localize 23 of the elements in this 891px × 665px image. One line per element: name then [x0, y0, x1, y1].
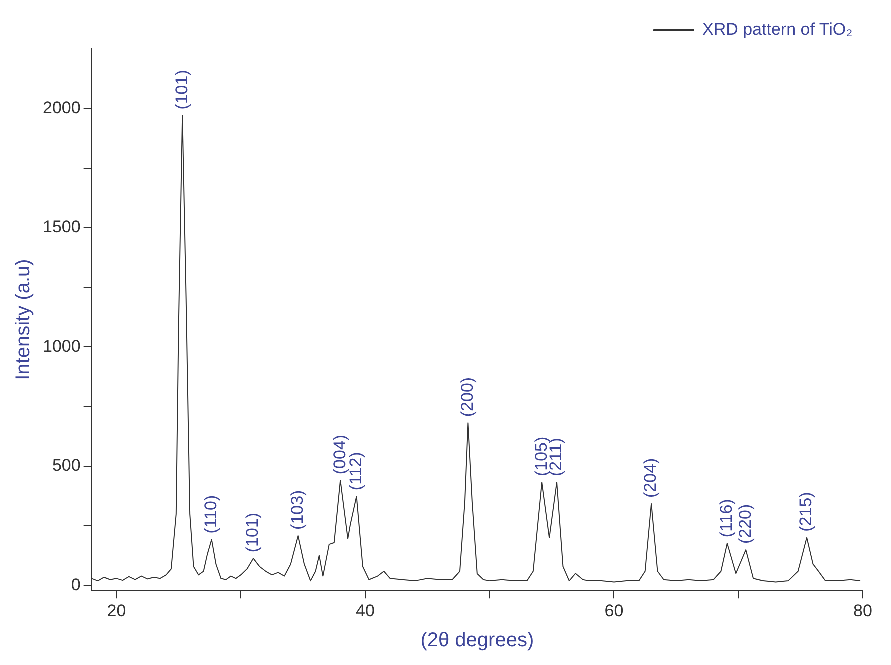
x-tick-label: 20	[107, 601, 126, 620]
legend-label: XRD pattern of TiO₂	[702, 20, 853, 40]
y-tick-label: 1500	[42, 218, 81, 237]
y-axis-title: Intensity (a.u)	[12, 259, 35, 380]
annotation: (204)	[641, 458, 660, 498]
x-axis-title: (2θ degrees)	[420, 630, 534, 652]
annotation: (004)	[330, 434, 350, 475]
x-tick-label: 40	[356, 601, 375, 620]
annotation: (101)	[243, 512, 262, 553]
annotation: (105)	[532, 436, 551, 477]
annotation: (103)	[288, 490, 307, 530]
annotation: (215)	[796, 492, 816, 532]
x-tick-label: 60	[604, 601, 624, 620]
y-tick-label: 500	[52, 456, 81, 476]
annotation: (116)	[717, 499, 736, 538]
y-tick-label: 1000	[42, 336, 81, 356]
y-tick-label: 2000	[42, 98, 81, 118]
x-tick-label: 80	[854, 601, 872, 620]
annotation: (200)	[458, 377, 477, 418]
annotation: (220)	[736, 504, 755, 544]
annotation: (110)	[202, 495, 221, 534]
annotation: (101)	[172, 70, 192, 110]
y-tick-label: 0	[71, 576, 81, 595]
